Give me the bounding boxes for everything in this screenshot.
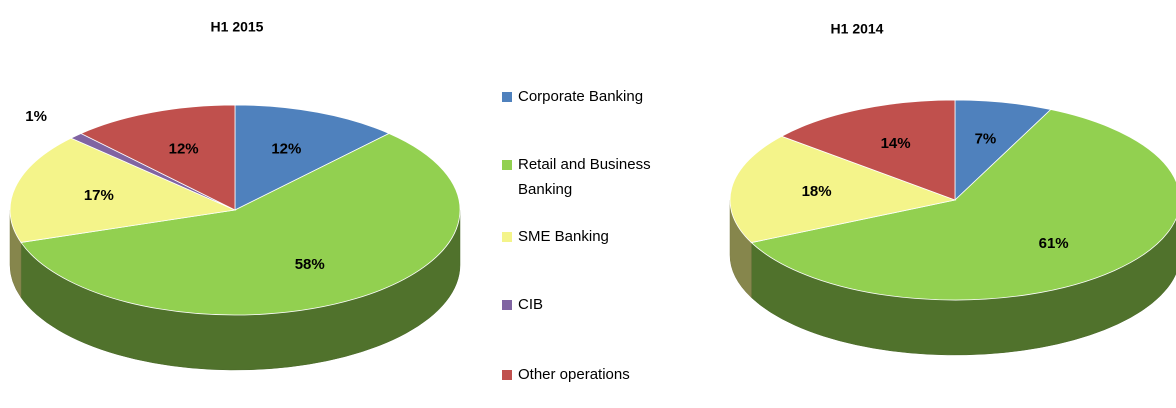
pie-slice xyxy=(750,109,1176,301)
legend-label: Retail and Business Banking xyxy=(518,156,651,198)
legend-swatch xyxy=(502,92,512,102)
pie-slice xyxy=(780,99,956,201)
pie-slice xyxy=(9,137,237,243)
legend-label: Corporate Banking xyxy=(518,88,643,105)
data-label: 58% xyxy=(295,256,325,273)
data-label: 61% xyxy=(1039,235,1069,252)
data-label: 12% xyxy=(271,140,301,157)
pie-slice xyxy=(234,104,390,211)
pie-slice xyxy=(20,133,461,316)
pie-slice xyxy=(729,135,957,244)
legend-label: CIB xyxy=(518,296,543,313)
legend-swatch xyxy=(502,300,512,310)
data-label: 12% xyxy=(169,140,199,157)
data-label: 14% xyxy=(881,135,911,152)
chart-title: H1 2015 xyxy=(211,19,264,35)
legend-swatch xyxy=(502,160,512,170)
data-label: 7% xyxy=(975,130,997,147)
data-label: 17% xyxy=(84,187,114,204)
legend-swatch xyxy=(502,232,512,242)
legend-line: Banking xyxy=(518,181,572,198)
legend-label: SME Banking xyxy=(518,228,609,245)
data-label: 18% xyxy=(802,183,832,200)
legend-swatch xyxy=(502,370,512,380)
data-label: 1% xyxy=(25,108,47,125)
chart-title: H1 2014 xyxy=(831,21,884,37)
legend-label: Other operations xyxy=(518,366,630,383)
pie-slice xyxy=(80,104,236,211)
legend-line: Retail and Business xyxy=(518,156,651,173)
